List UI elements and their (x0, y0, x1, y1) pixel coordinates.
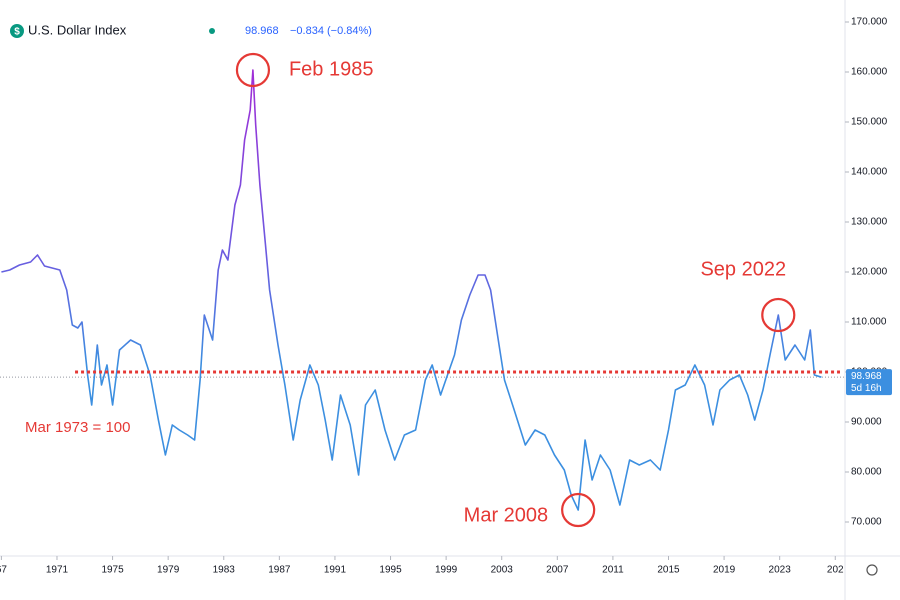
x-tick-label: 1975 (101, 565, 124, 576)
y-tick-label: 130.000 (851, 217, 888, 228)
x-tick-label: 2015 (657, 565, 680, 576)
annotation-circle (235, 52, 271, 88)
y-tick-label: 170.000 (851, 17, 888, 28)
x-tick-label: 1971 (46, 565, 69, 576)
annotation-label: Mar 2008 (464, 504, 549, 526)
annotation-label: Mar 1973 = 100 (25, 419, 131, 436)
y-tick-label: 120.000 (851, 267, 888, 278)
price-box-value: 98.968 (851, 371, 882, 382)
market-status (209, 28, 215, 34)
x-tick-label: 1999 (435, 565, 458, 576)
annotation-label: Feb 1985 (289, 58, 374, 80)
x-tick-label: 2003 (491, 565, 514, 576)
chart-title[interactable]: U.S. Dollar Index (28, 22, 127, 37)
y-tick-label: 160.000 (851, 67, 888, 78)
x-tick-label: 1987 (268, 565, 291, 576)
x-tick-label: 1983 (213, 565, 236, 576)
x-tick-label: 2019 (713, 565, 736, 576)
x-tick-label: 2007 (546, 565, 569, 576)
x-tick-label: 1979 (157, 565, 180, 576)
y-tick-label: 150.000 (851, 117, 888, 128)
x-tick-label: 2023 (769, 565, 792, 576)
header-change: −0.834 (−0.84%) (290, 25, 372, 37)
annotation-circle (761, 297, 796, 333)
annotation-label: Sep 2022 (700, 258, 786, 280)
x-tick-label: 1995 (379, 565, 402, 576)
price-box (846, 369, 892, 396)
x-tick-label: 2011 (602, 565, 624, 576)
x-tick-label: 67 (0, 565, 7, 576)
x-tick-label: 1991 (324, 565, 347, 576)
price-box-countdown: 5d 16h (851, 383, 882, 394)
header-last: 98.968 (245, 25, 279, 37)
y-tick-label: 90.000 (851, 417, 882, 428)
y-tick-label: 70.000 (851, 517, 882, 528)
symbol-icon: $ (14, 27, 20, 38)
symbol-icon-bg (10, 24, 24, 38)
annotation-circle (561, 492, 596, 528)
y-tick-label: 80.000 (851, 467, 882, 478)
x-tick-label: 202 (827, 565, 844, 576)
settings-icon[interactable] (866, 564, 878, 576)
y-tick-label: 110.000 (851, 317, 887, 328)
price-line (1, 69, 822, 511)
y-tick-label: 140.000 (851, 167, 888, 178)
